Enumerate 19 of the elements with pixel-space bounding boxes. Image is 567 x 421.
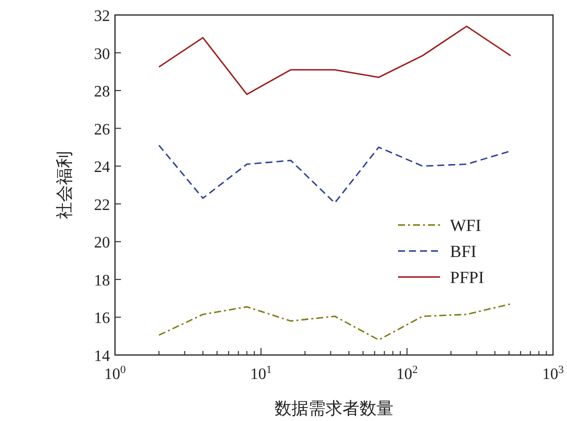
x-tick-label: 10$^{2}$ — [396, 364, 418, 383]
y-tick-label: 22 — [94, 196, 110, 214]
y-tick-label: 20 — [94, 234, 110, 252]
x-axis-title: 数据需求者数量 — [274, 399, 394, 418]
x-tick-label: 10$^{3}$ — [542, 364, 564, 383]
y-axis-title: 社会福利 — [55, 151, 74, 219]
y-tick-label: 18 — [94, 272, 110, 290]
x-tick-label: 10$^{1}$ — [250, 364, 272, 383]
y-tick-label: 24 — [94, 159, 110, 176]
y-tick-label: 32 — [94, 8, 110, 25]
y-tick-label: 14 — [94, 348, 110, 365]
legend-label: PFPI — [450, 268, 484, 287]
x-tick-label: 10$^{0}$ — [104, 364, 126, 383]
y-tick-label: 16 — [94, 310, 110, 328]
y-tick-label: 26 — [94, 121, 110, 138]
y-tick-label: 28 — [94, 84, 110, 101]
legend-label: BFI — [450, 242, 477, 261]
legend-label: WFI — [450, 216, 482, 235]
y-tick-label: 30 — [94, 46, 110, 63]
